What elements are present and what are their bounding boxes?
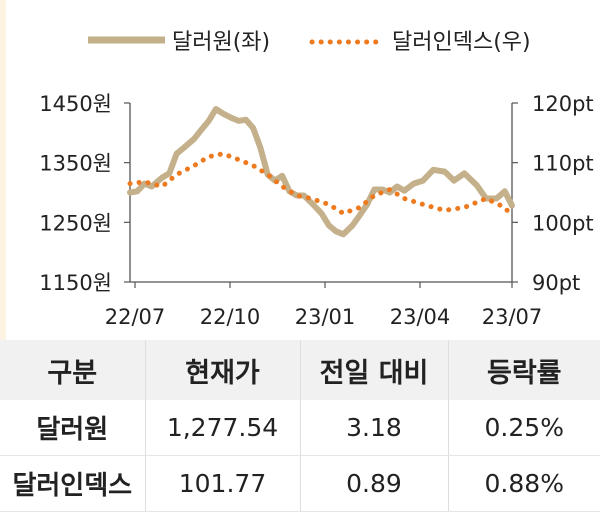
x-tick-label-1: 22/10 <box>200 305 261 329</box>
row-name: 달러원 <box>0 400 145 456</box>
right-tick-label-1: 100pt <box>532 211 594 235</box>
row-change-rate: 0.88% <box>447 455 600 512</box>
left-accent-strip <box>0 0 6 340</box>
row-change: 0.89 <box>299 455 448 512</box>
quote-table: 구분 현재가 전일 대비 등락률 달러원 1,277.54 3.18 0.25%… <box>0 340 600 512</box>
table-row: 달러원 1,277.54 3.18 0.25% <box>0 400 600 456</box>
table-row: 달러인덱스 101.77 0.89 0.88% <box>0 455 600 512</box>
dual-axis-line-chart: 달러원(좌) 달러인덱스(우) 1150원 1250원 1350원 1450원 90pt… <box>39 30 593 329</box>
row-current-price: 101.77 <box>144 455 300 512</box>
x-tick-label-3: 23/04 <box>390 305 451 329</box>
quote-table-grid: 구분 현재가 전일 대비 등락률 달러원 1,277.54 3.18 0.25%… <box>0 340 600 512</box>
x-tick-label-4: 23/07 <box>482 305 543 329</box>
series-line-1 <box>127 151 515 219</box>
chart-legend: 달러원(좌) 달러인덱스(우) <box>88 30 531 55</box>
right-tick-label-3: 120pt <box>532 92 594 116</box>
x-tick-label-2: 23/01 <box>295 305 356 329</box>
table-header-row: 구분 현재가 전일 대비 등락률 <box>0 340 600 400</box>
left-tick-label-0: 1150원 <box>39 271 112 295</box>
left-tick-label-3: 1450원 <box>39 92 112 116</box>
row-current-price: 1,277.54 <box>144 400 300 456</box>
left-tick-label-2: 1350원 <box>39 152 112 176</box>
legend-label-series-0: 달러원(좌) <box>172 30 270 55</box>
chart-axes: 1150원 1250원 1350원 1450원 90pt 100pt 110pt 120pt 2… <box>39 92 593 329</box>
x-tick-label-0: 22/07 <box>105 305 166 329</box>
series-line-0 <box>127 106 515 238</box>
left-tick-label-1: 1250원 <box>39 211 112 235</box>
header-change-rate: 등락률 <box>447 340 600 400</box>
right-tick-label-0: 90pt <box>532 271 580 295</box>
chart-plot-area <box>127 106 515 238</box>
header-category: 구분 <box>0 340 145 400</box>
header-change: 전일 대비 <box>299 340 448 400</box>
row-name: 달러인덱스 <box>0 455 145 512</box>
header-current-price: 현재가 <box>144 340 300 400</box>
row-change-rate: 0.25% <box>447 400 600 456</box>
right-tick-label-2: 110pt <box>532 152 594 176</box>
legend-label-series-1: 달러인덱스(우) <box>392 30 531 55</box>
row-change: 3.18 <box>299 400 448 456</box>
